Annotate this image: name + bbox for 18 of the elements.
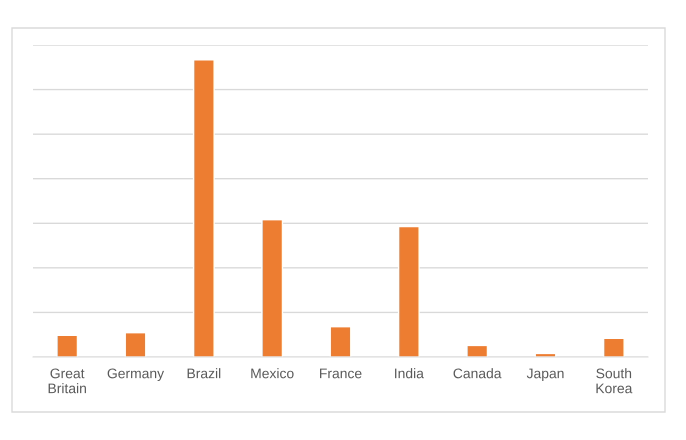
x-tick-label: Brazil <box>188 368 220 378</box>
x-tick-label: Great Britain <box>48 368 86 394</box>
x-tick-label: India <box>395 368 424 378</box>
bar <box>56 334 78 357</box>
bar <box>124 332 146 357</box>
x-tick-label: South Korea <box>596 368 632 394</box>
bar <box>192 59 215 357</box>
x-tick-label: France <box>320 368 362 378</box>
x-tick-label: Mexico <box>251 368 294 378</box>
bar <box>330 326 352 357</box>
bar <box>261 219 284 357</box>
bar <box>466 344 488 357</box>
bar <box>398 226 420 357</box>
x-tick-label: Germany <box>108 368 164 382</box>
x-tick-label: Japan <box>526 368 564 382</box>
bar <box>602 338 625 357</box>
x-tick-label: Canada <box>454 368 502 378</box>
bar <box>534 352 556 357</box>
